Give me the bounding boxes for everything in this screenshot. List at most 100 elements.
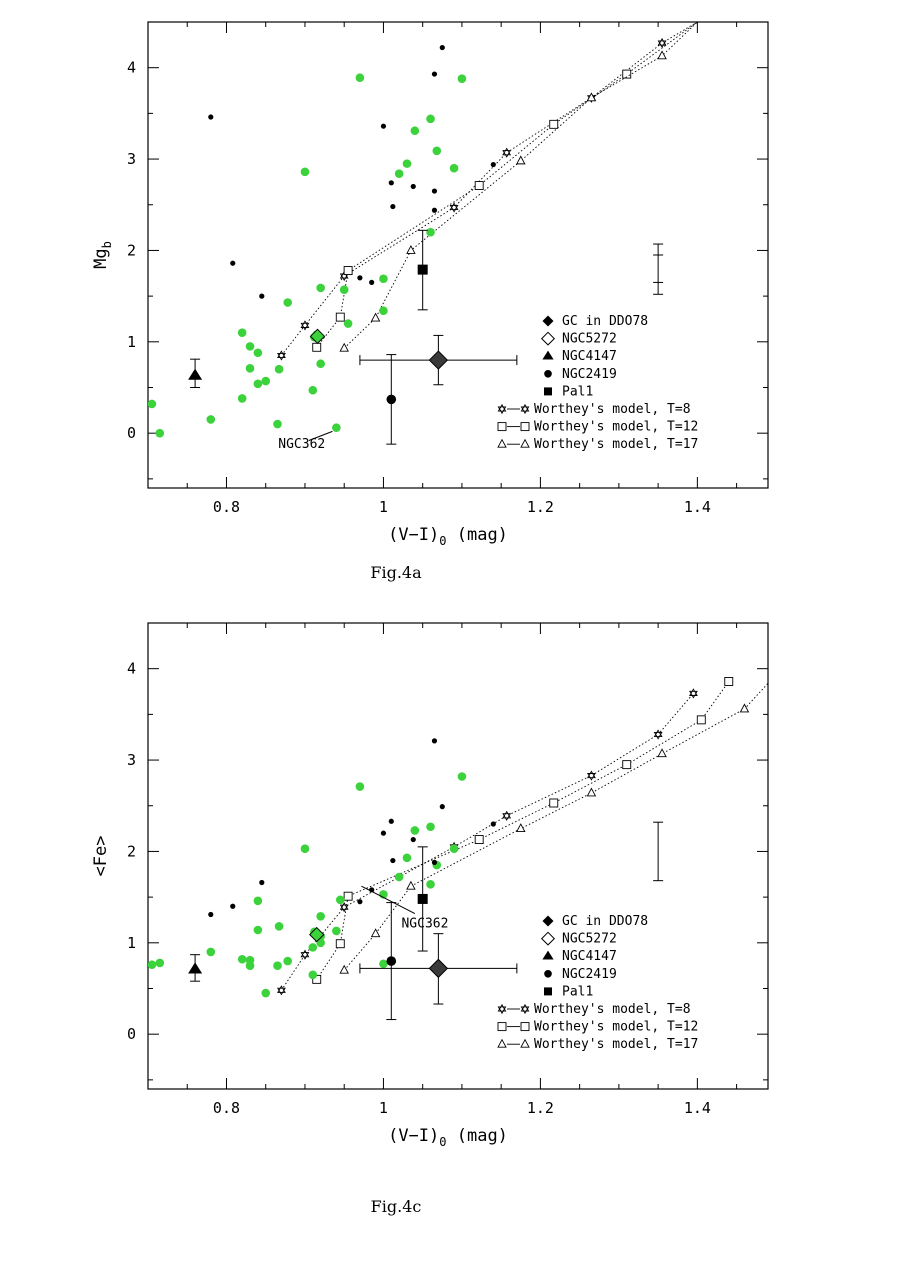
model-point-star <box>300 320 310 331</box>
model-point-triangle <box>516 155 526 165</box>
green-point <box>253 379 263 389</box>
ngc5272-marker <box>540 331 556 346</box>
green-point <box>426 822 435 832</box>
model-track-triangle <box>343 682 768 971</box>
x-axis-label-main: (V−I) <box>388 525 439 545</box>
y-tick-label: 2 <box>127 842 136 860</box>
black-point <box>380 123 387 129</box>
model-point-square <box>474 835 484 845</box>
black-point <box>439 44 445 51</box>
legend-label: NGC4147 <box>562 949 617 964</box>
model-point-square <box>549 119 559 129</box>
pal1-marker <box>417 264 428 275</box>
black-point <box>490 821 496 827</box>
ddo78-gc-marker <box>542 315 554 327</box>
model-point-star <box>657 37 667 49</box>
green-point <box>148 960 157 970</box>
plot-frame <box>147 622 769 1090</box>
legend-model-marker <box>520 438 530 448</box>
green-point <box>426 880 435 889</box>
plot-frame <box>147 21 769 489</box>
figure-caption: Fig.4c <box>371 1197 422 1216</box>
ngc4147-marker <box>188 962 203 974</box>
y-tick-label: 3 <box>127 751 136 769</box>
legend-label: Worthey's model, T=8 <box>534 402 691 417</box>
y-axis-label: <Fe> <box>91 836 111 877</box>
black-point <box>380 830 387 836</box>
green-point <box>355 73 365 83</box>
green-point <box>237 954 247 964</box>
green-point <box>394 872 404 882</box>
green-point <box>253 896 263 906</box>
green-point <box>206 947 216 957</box>
green-point <box>402 853 412 863</box>
y-tick-label: 3 <box>127 150 136 168</box>
black-point <box>410 836 416 843</box>
model-point-star <box>587 770 596 781</box>
y-tick-label: 0 <box>127 1025 136 1043</box>
legend-model-marker <box>497 1022 507 1032</box>
model-point-square <box>343 891 353 901</box>
black-point <box>431 188 438 194</box>
pal1-marker <box>544 987 552 996</box>
black-point <box>357 899 363 905</box>
legend-label: Worthey's model, T=8 <box>534 1002 691 1017</box>
legend-label: Worthey's model, T=12 <box>534 1020 698 1035</box>
model-point-square <box>622 760 632 770</box>
black-point <box>259 293 265 299</box>
legend: GC in DDO78 NGC5272 NGC4147 NGC2419 Pal1 Wort… <box>497 314 698 452</box>
model-point-triangle <box>406 880 416 890</box>
black-point <box>388 818 394 824</box>
model-point-triangle <box>406 244 416 254</box>
green-point <box>335 895 345 905</box>
model-point-triangle <box>657 50 667 60</box>
legend-model-marker <box>497 438 507 448</box>
ddo78-gc-marker <box>428 958 449 979</box>
annotation-label: NGC362 <box>401 916 448 931</box>
black-point <box>259 879 265 886</box>
green-point <box>237 394 247 403</box>
y-tick-label: 1 <box>127 333 136 351</box>
model-track-square <box>316 22 698 348</box>
black-point <box>230 903 236 909</box>
green-point <box>457 74 467 83</box>
green-point <box>300 844 310 853</box>
green-point <box>237 328 247 337</box>
model-point-square <box>549 798 559 808</box>
black-point <box>357 275 363 281</box>
model-point-star <box>502 810 512 821</box>
model-point-triangle <box>657 748 667 758</box>
green-point <box>283 298 292 307</box>
green-point <box>245 961 255 970</box>
black-point <box>230 260 236 266</box>
model-point-square <box>622 69 632 79</box>
model-point-star <box>277 985 286 996</box>
figure-caption: Fig.4a <box>370 563 422 582</box>
green-point <box>273 419 282 429</box>
green-point <box>410 126 420 136</box>
green-point <box>332 423 341 432</box>
green-point <box>343 319 353 328</box>
model-point-triangle <box>370 928 381 938</box>
model-track-star <box>281 22 698 356</box>
black-point <box>490 161 496 168</box>
green-point <box>245 342 255 351</box>
model-point-triangle <box>370 312 381 322</box>
plot-area <box>148 677 768 1021</box>
model-point-square <box>335 939 345 949</box>
ngc5272-marker <box>309 926 325 943</box>
ddo78-gc-marker <box>542 915 554 927</box>
green-point <box>426 114 435 124</box>
y-axis-label-main: <Fe> <box>91 836 111 877</box>
pal1-marker <box>417 893 428 904</box>
ngc4147-marker <box>188 368 203 380</box>
annotation-leader <box>361 885 416 915</box>
black-point <box>431 71 438 77</box>
black-point <box>208 911 214 918</box>
green-point <box>253 348 263 358</box>
model-track-square <box>316 681 730 980</box>
green-point <box>308 385 318 395</box>
green-point <box>426 227 435 237</box>
